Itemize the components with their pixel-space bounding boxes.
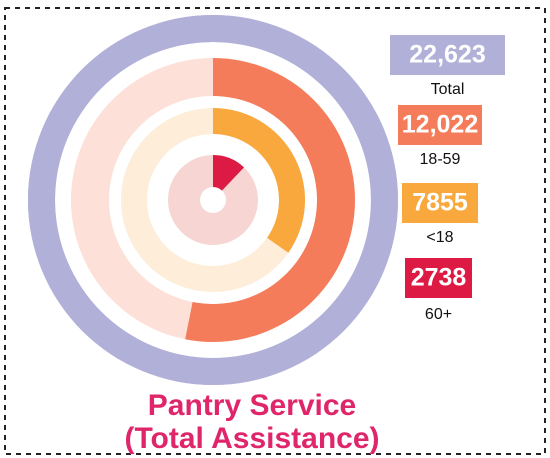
chart-title: Pantry Service bbox=[148, 389, 356, 422]
category-label: 18-59 bbox=[420, 151, 461, 168]
category-label: 60+ bbox=[425, 306, 452, 323]
value-label: 22,623 bbox=[409, 41, 485, 69]
value-box bbox=[390, 35, 505, 75]
chart-title: (Total Assistance) bbox=[124, 422, 379, 455]
ring-arc bbox=[213, 155, 245, 191]
value-box bbox=[398, 105, 482, 145]
value-box bbox=[402, 183, 478, 223]
ring-arc bbox=[185, 58, 356, 342]
value-label: 12,022 bbox=[402, 111, 478, 139]
category-label: Total bbox=[431, 81, 465, 98]
dashed-border bbox=[4, 7, 546, 455]
ring-track bbox=[168, 155, 258, 245]
category-label: <18 bbox=[426, 229, 453, 246]
value-label: 7855 bbox=[412, 189, 468, 217]
value-label: 2738 bbox=[411, 264, 467, 292]
value-box bbox=[405, 258, 472, 298]
ring-arc bbox=[213, 108, 306, 253]
